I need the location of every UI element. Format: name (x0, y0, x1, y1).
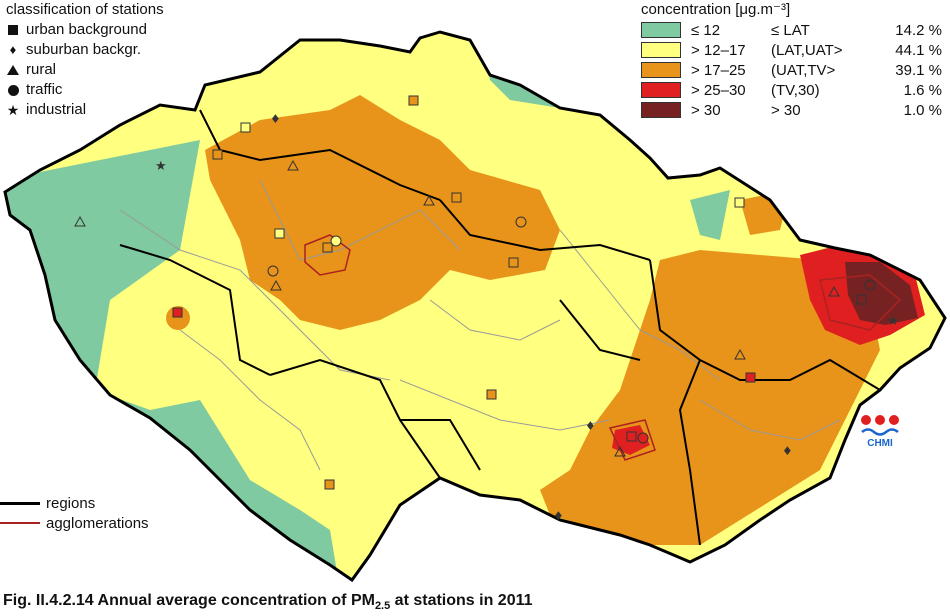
station-suburban: ♦ (553, 509, 564, 523)
regions-line-sample (0, 501, 40, 505)
color-swatch (641, 42, 681, 58)
legend-agglomerations: agglomerations (0, 513, 149, 533)
station-traffic (515, 216, 527, 228)
station-industrial: ★ (155, 159, 167, 174)
stations-legend-title: classification of stations (6, 1, 164, 18)
legend-rural: rural (6, 60, 164, 80)
station-urban-background (745, 372, 756, 383)
station-urban-background (451, 192, 462, 203)
station-rural (614, 445, 626, 457)
figure-caption: Fig. II.4.2.14 Annual average concentrat… (3, 592, 533, 612)
station-suburban: ♦ (270, 112, 281, 126)
station-traffic (267, 265, 279, 277)
regions-label: regions (46, 494, 96, 512)
concentration-legend-title: concentration [μg.m⁻³] (641, 1, 791, 18)
region-boundaries (119, 109, 881, 546)
concentration-legend: concentration [μg.m⁻³] ≤ 12 ≤ LAT 14.2 % > … (641, 0, 946, 120)
station-traffic (864, 279, 876, 291)
station-urban-background (212, 149, 223, 160)
district-boundaries (119, 179, 841, 471)
range-label: > 30 (691, 101, 721, 119)
class-label: ≤ LAT (771, 21, 810, 39)
station-industrial: ★ (887, 314, 899, 329)
chmi-logo: CHMI (861, 415, 899, 449)
station-urban-background (626, 431, 637, 442)
legend-regions: regions (0, 493, 149, 513)
stations: ★ ★ ♦ ♦ ♦ ♦ (74, 95, 899, 523)
station-urban-background (408, 95, 419, 106)
station-urban-background (486, 389, 497, 400)
percent-label: 1.0 % (903, 101, 942, 119)
legend-suburban: ♦ suburban backgr. (6, 40, 164, 60)
station-urban-background (856, 294, 867, 305)
concentration-class-row: ≤ 12 ≤ LAT 14.2 % (641, 20, 946, 40)
color-swatch (641, 102, 681, 118)
zone-17-25-moravia (540, 250, 880, 545)
station-urban-background (240, 122, 251, 133)
concentration-class-row: > 25–30 (TV,30) 1.6 % (641, 80, 946, 100)
station-urban-background (274, 228, 285, 239)
caption-subscript: 2.5 (374, 600, 391, 613)
class-label: (TV,30) (771, 81, 820, 99)
legend-label: urban background (26, 21, 147, 38)
class-label: > 30 (771, 101, 801, 119)
percent-label: 1.6 % (903, 81, 942, 99)
concentration-class-row: > 30 > 30 1.0 % (641, 100, 946, 120)
percent-label: 14.2 % (895, 21, 942, 39)
legend-industrial: ★ industrial (6, 100, 164, 120)
station-traffic (637, 432, 649, 444)
zone-17-25-central (205, 95, 560, 330)
range-label: ≤ 12 (691, 21, 721, 39)
lines-legend: regions agglomerations (0, 493, 149, 533)
station-rural (734, 348, 746, 360)
range-label: > 17–25 (691, 61, 746, 79)
legend-label: industrial (26, 101, 87, 118)
agglomerations-line-sample (0, 522, 40, 524)
agglomeration-boundaries (304, 234, 902, 461)
concentration-class-row: > 12–17 (LAT,UAT> 44.1 % (641, 40, 946, 60)
color-swatch (641, 22, 681, 38)
czech-map: ★ ★ ♦ ♦ ♦ ♦ (3, 30, 947, 582)
caption-prefix: Fig. II.4.2.14 Annual average concentrat… (3, 592, 375, 609)
range-label: > 25–30 (691, 81, 746, 99)
caption-suffix: at stations in 2011 (390, 592, 533, 609)
legend-urban-background: urban background (6, 20, 164, 40)
stations-legend: classification of stations urban backgro… (6, 0, 164, 120)
legend-label: traffic (26, 81, 63, 98)
class-label: (UAT,TV> (771, 61, 836, 79)
circle-icon (6, 83, 20, 97)
logo-text: CHMI (867, 438, 893, 449)
zone-gt30 (845, 262, 918, 325)
station-urban-background (734, 197, 745, 208)
square-icon (6, 23, 20, 37)
legend-label: rural (26, 61, 57, 78)
zone-le12-northeast (690, 190, 730, 240)
station-urban-background (322, 242, 333, 253)
station-urban-background (324, 479, 335, 490)
legend-label: suburban backgr. (26, 41, 142, 58)
color-swatch (641, 82, 681, 98)
diamond-icon: ♦ (9, 42, 17, 57)
color-swatch (641, 62, 681, 78)
class-label: (LAT,UAT> (771, 41, 843, 59)
station-suburban: ♦ (782, 444, 793, 458)
station-urban-background (508, 257, 519, 268)
zone-17-25-plzen (166, 306, 190, 330)
percent-label: 39.1 % (895, 61, 942, 79)
station-rural (74, 215, 86, 227)
percent-label: 44.1 % (895, 41, 942, 59)
star-icon: ★ (6, 102, 20, 118)
concentration-class-row: > 17–25 (UAT,TV> 39.1 % (641, 60, 946, 80)
station-rural (287, 159, 299, 171)
legend-traffic: traffic (6, 80, 164, 100)
station-urban-background (172, 307, 183, 318)
agglomerations-label: agglomerations (46, 514, 149, 532)
station-rural (270, 279, 282, 291)
range-label: > 12–17 (691, 41, 746, 59)
station-rural (828, 285, 840, 297)
station-traffic (330, 235, 342, 247)
station-rural (423, 194, 435, 206)
station-suburban: ♦ (585, 419, 596, 433)
triangle-icon (6, 63, 20, 77)
